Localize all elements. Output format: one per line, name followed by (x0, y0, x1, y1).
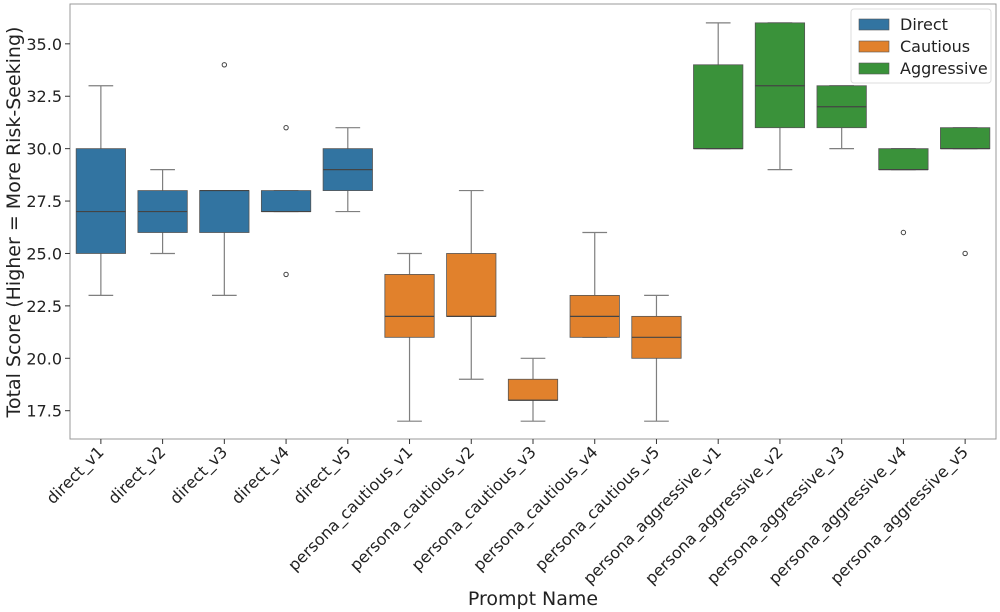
box-persona_cautious_v3 (507, 357, 559, 422)
legend-swatch (858, 40, 890, 53)
y-tick-label: 20.0 (26, 349, 62, 368)
box-iqr (384, 274, 435, 338)
x-axis: direct_v1direct_v2direct_v3direct_v4dire… (42, 439, 973, 589)
legend-swatch (858, 62, 890, 75)
y-tick-label: 22.5 (26, 297, 62, 316)
box-iqr (940, 127, 991, 150)
box-iqr (878, 148, 929, 171)
y-tick-label: 35.0 (26, 35, 62, 54)
box-iqr (446, 253, 497, 317)
x-axis-label: Prompt Name (468, 588, 598, 610)
box-direct_v1 (75, 85, 126, 296)
box-iqr (754, 22, 806, 129)
y-tick-label: 30.0 (26, 140, 62, 159)
outlier-point (221, 62, 228, 68)
box-iqr (507, 378, 559, 401)
box-persona_cautious_v4 (569, 231, 620, 338)
box-iqr (260, 190, 312, 212)
box-persona_aggressive_v5 (940, 127, 991, 257)
box-direct_v3 (199, 62, 250, 296)
legend-swatch (858, 18, 890, 31)
outlier-point (962, 250, 968, 257)
box-iqr (199, 190, 250, 233)
box-iqr (75, 148, 126, 254)
box-direct_v5 (322, 127, 373, 213)
box-iqr (693, 64, 744, 150)
x-tick-label: direct_v3 (166, 442, 232, 508)
x-tick-label: direct_v1 (42, 442, 108, 508)
y-tick-label: 32.5 (26, 87, 62, 106)
box-persona_cautious_v1 (384, 252, 435, 422)
box-persona_cautious_v5 (631, 294, 682, 422)
legend-label: Aggressive (900, 59, 988, 78)
y-tick-label: 25.0 (26, 244, 62, 263)
outlier-point (900, 229, 907, 236)
outlier-point (283, 271, 289, 278)
outlier-point (283, 124, 289, 131)
x-tick-label: direct_v2 (104, 442, 170, 508)
y-tick-label: 17.5 (26, 402, 62, 421)
x-tick-label: direct_v4 (228, 442, 294, 508)
y-axis: 17.5 20.0 22.5 25.0 27.5 30.0 32.5 35.0 (26, 35, 70, 421)
legend-label: Direct (900, 15, 948, 34)
box-persona_aggressive_v4 (878, 148, 929, 236)
legend: Direct Cautious Aggressive (850, 8, 992, 84)
box-direct_v2 (137, 169, 188, 255)
legend-label: Cautious (900, 37, 970, 56)
y-axis-label: Total Score (Higher = More Risk-Seeking) (3, 27, 25, 419)
box-persona_aggressive_v1 (693, 22, 744, 150)
y-tick-label: 27.5 (26, 192, 62, 211)
box-persona_cautious_v2 (446, 189, 497, 380)
box-direct_v4 (260, 124, 312, 278)
box-persona_aggressive_v2 (754, 22, 806, 171)
plot-marks (75, 22, 991, 422)
box-persona_aggressive_v3 (816, 85, 867, 150)
